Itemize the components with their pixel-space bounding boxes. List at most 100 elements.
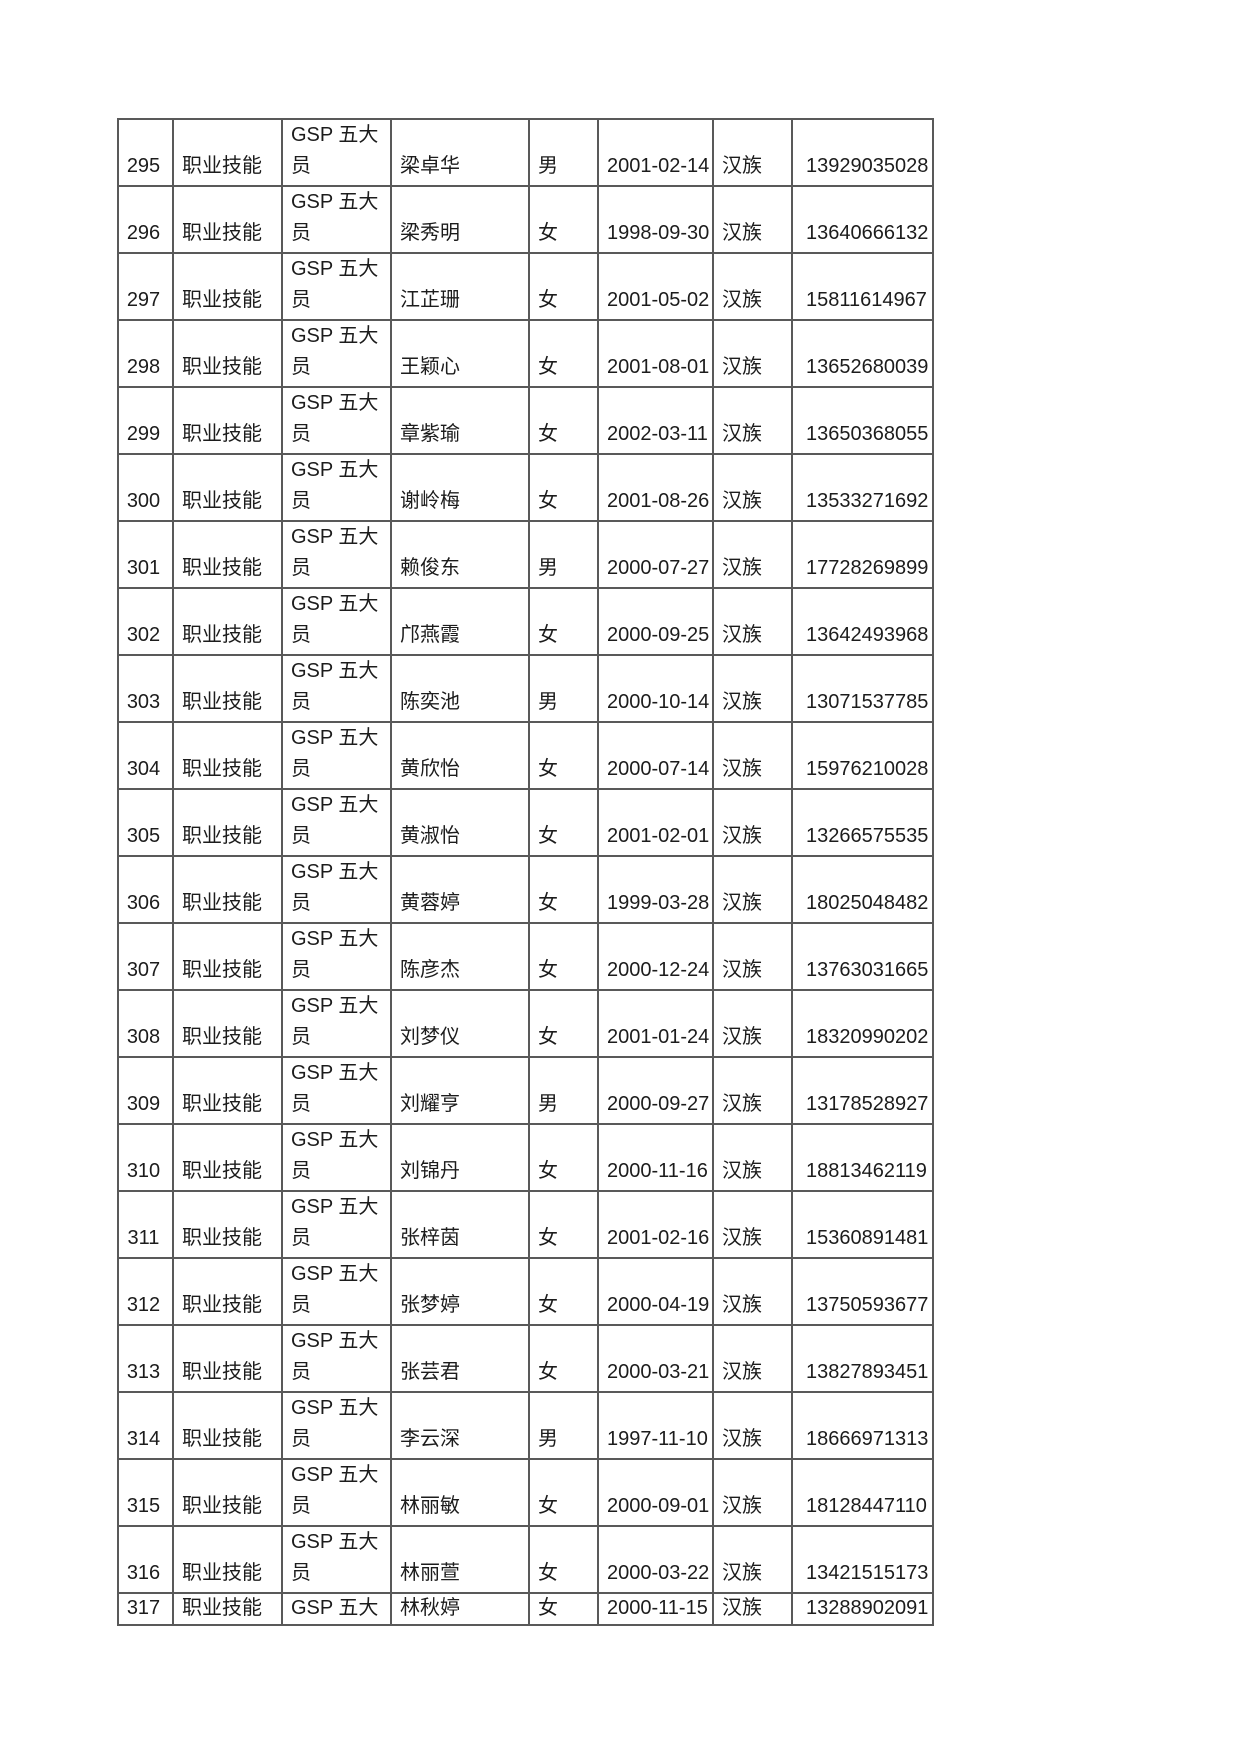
cell-name: 刘耀亨 [390,1056,530,1125]
cell-birth-date: 2000-07-14 [597,721,714,790]
cell-ethnicity: 汉族 [712,118,793,187]
cell-cert: GSP 五大员 [281,922,392,991]
cell-category: 职业技能 [172,1391,283,1460]
cell-seq: 311 [117,1190,174,1259]
cell-birth-date: 1997-11-10 [597,1391,714,1460]
cell-name: 谢岭梅 [390,453,530,522]
cell-ethnicity: 汉族 [712,654,793,723]
cell-gender: 女 [528,1525,599,1594]
cell-cert: GSP 五大员 [281,319,392,388]
cell-birth-date: 2001-08-26 [597,453,714,522]
cell-phone: 18128447110 [791,1458,934,1527]
cell-category: 职业技能 [172,319,283,388]
cell-name: 林秋婷 [390,1592,530,1626]
cell-gender: 男 [528,520,599,589]
table-row: 299 职业技能 GSP 五大员 章紫瑜 女 2002-03-11 汉族 136… [117,386,934,455]
table-row: 306 职业技能 GSP 五大员 黄蓉婷 女 1999-03-28 汉族 180… [117,855,934,924]
cell-phone: 13266575535 [791,788,934,857]
cell-name: 邝燕霞 [390,587,530,656]
cell-name: 李云深 [390,1391,530,1460]
table-row: 304 职业技能 GSP 五大员 黄欣怡 女 2000-07-14 汉族 159… [117,721,934,790]
cell-phone: 18813462119 [791,1123,934,1192]
cell-phone: 13763031665 [791,922,934,991]
cell-ethnicity: 汉族 [712,922,793,991]
cell-cert: GSP 五大员 [281,252,392,321]
cell-birth-date: 2001-02-16 [597,1190,714,1259]
cell-ethnicity: 汉族 [712,520,793,589]
cell-gender: 女 [528,1190,599,1259]
cell-seq: 309 [117,1056,174,1125]
cell-seq: 306 [117,855,174,924]
cell-category: 职业技能 [172,1592,283,1626]
cell-category: 职业技能 [172,520,283,589]
cell-birth-date: 2001-05-02 [597,252,714,321]
cell-cert: GSP 五大员 [281,1324,392,1393]
cell-ethnicity: 汉族 [712,587,793,656]
cell-seq: 312 [117,1257,174,1326]
cell-cert: GSP 五大员 [281,118,392,187]
cell-name: 张梦婷 [390,1257,530,1326]
cell-name: 王颖心 [390,319,530,388]
cell-gender: 女 [528,185,599,254]
cell-name: 江芷珊 [390,252,530,321]
cell-seq: 316 [117,1525,174,1594]
cell-cert: GSP 五大员 [281,1190,392,1259]
cell-phone: 13650368055 [791,386,934,455]
cell-cert: GSP 五大员 [281,1257,392,1326]
cell-ethnicity: 汉族 [712,319,793,388]
cell-gender: 女 [528,386,599,455]
cell-gender: 男 [528,1391,599,1460]
cell-cert: GSP 五大员 [281,788,392,857]
cell-cert: GSP 五大员 [281,721,392,790]
cell-seq: 307 [117,922,174,991]
cell-seq: 299 [117,386,174,455]
cell-birth-date: 2000-09-01 [597,1458,714,1527]
cell-name: 陈奕池 [390,654,530,723]
cell-gender: 女 [528,989,599,1058]
cell-ethnicity: 汉族 [712,1190,793,1259]
cell-seq: 297 [117,252,174,321]
cell-seq: 315 [117,1458,174,1527]
cell-cert: GSP 五大员 [281,520,392,589]
cell-ethnicity: 汉族 [712,1592,793,1626]
cell-ethnicity: 汉族 [712,252,793,321]
cell-category: 职业技能 [172,1324,283,1393]
cell-phone: 13071537785 [791,654,934,723]
cell-seq: 300 [117,453,174,522]
cell-ethnicity: 汉族 [712,1525,793,1594]
cell-cert: GSP 五大员 [281,989,392,1058]
cell-ethnicity: 汉族 [712,1391,793,1460]
cell-category: 职业技能 [172,855,283,924]
cell-phone: 18025048482 [791,855,934,924]
cell-category: 职业技能 [172,654,283,723]
cell-name: 黄蓉婷 [390,855,530,924]
cell-phone: 18320990202 [791,989,934,1058]
cell-ethnicity: 汉族 [712,1257,793,1326]
cell-name: 刘梦仪 [390,989,530,1058]
cell-gender: 女 [528,721,599,790]
table-row: 315 职业技能 GSP 五大员 林丽敏 女 2000-09-01 汉族 181… [117,1458,934,1527]
cell-phone: 17728269899 [791,520,934,589]
cell-birth-date: 2000-04-19 [597,1257,714,1326]
cell-cert: GSP 五大员 [281,1391,392,1460]
cell-cert: GSP 五大员 [281,1056,392,1125]
cell-birth-date: 2001-02-14 [597,118,714,187]
cell-category: 职业技能 [172,721,283,790]
cell-gender: 女 [528,922,599,991]
cell-seq: 302 [117,587,174,656]
cell-category: 职业技能 [172,1257,283,1326]
cell-cert: GSP 五大员 [281,453,392,522]
cell-name: 黄欣怡 [390,721,530,790]
table-row: 310 职业技能 GSP 五大员 刘锦丹 女 2000-11-16 汉族 188… [117,1123,934,1192]
cell-phone: 13652680039 [791,319,934,388]
cell-gender: 女 [528,1324,599,1393]
cell-seq: 301 [117,520,174,589]
cell-name: 黄淑怡 [390,788,530,857]
cell-birth-date: 2001-02-01 [597,788,714,857]
cell-birth-date: 2002-03-11 [597,386,714,455]
cell-cert: GSP 五大员 [281,1123,392,1192]
cell-birth-date: 2000-09-25 [597,587,714,656]
table-row: 296 职业技能 GSP 五大员 梁秀明 女 1998-09-30 汉族 136… [117,185,934,254]
cell-phone: 13827893451 [791,1324,934,1393]
cell-birth-date: 2000-11-15 [597,1592,714,1626]
